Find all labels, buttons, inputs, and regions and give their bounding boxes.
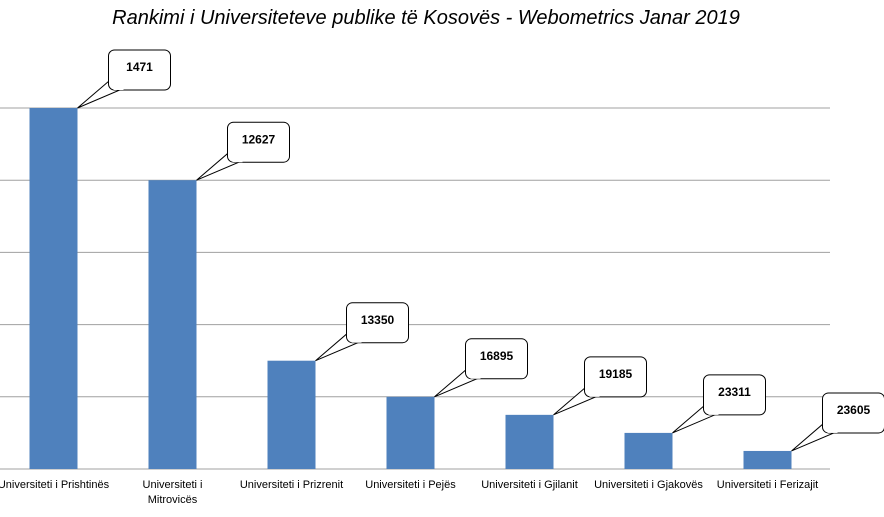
bar bbox=[624, 432, 673, 469]
callout-box bbox=[465, 338, 528, 380]
data-label: 12627 bbox=[242, 132, 276, 146]
callout-box bbox=[703, 374, 766, 416]
bar bbox=[386, 396, 435, 469]
bar bbox=[505, 414, 554, 469]
data-label: 23605 bbox=[837, 403, 871, 417]
data-label: 23311 bbox=[718, 385, 751, 399]
bar bbox=[267, 360, 316, 469]
bar bbox=[743, 450, 792, 469]
data-label: 13350 bbox=[361, 313, 395, 327]
x-tick-label: Universiteti i Prishtinës bbox=[0, 479, 110, 491]
bar bbox=[148, 180, 197, 469]
callout-box bbox=[227, 121, 290, 163]
data-label: 16895 bbox=[480, 349, 514, 363]
data-label: 1471 bbox=[126, 60, 153, 74]
bar bbox=[29, 108, 78, 469]
chart-title: Rankimi i Universiteteve publike të Koso… bbox=[112, 7, 740, 29]
x-tick-label: Universiteti i Mitrovicës bbox=[142, 479, 203, 506]
x-tick-label: Universiteti i Ferizajit bbox=[716, 479, 819, 491]
callout-box bbox=[584, 356, 647, 398]
callout-box bbox=[108, 49, 171, 91]
data-label: 19185 bbox=[599, 367, 633, 381]
callout-box bbox=[822, 392, 884, 434]
callout-box bbox=[346, 302, 409, 344]
x-tick-label: Universiteti i Gjilanit bbox=[481, 479, 578, 491]
x-tick-label: Universiteti i Gjakovës bbox=[594, 479, 703, 491]
x-tick-label: Universiteti i Prizrenit bbox=[239, 479, 344, 491]
x-tick-label: Universiteti i Pejës bbox=[365, 479, 456, 491]
